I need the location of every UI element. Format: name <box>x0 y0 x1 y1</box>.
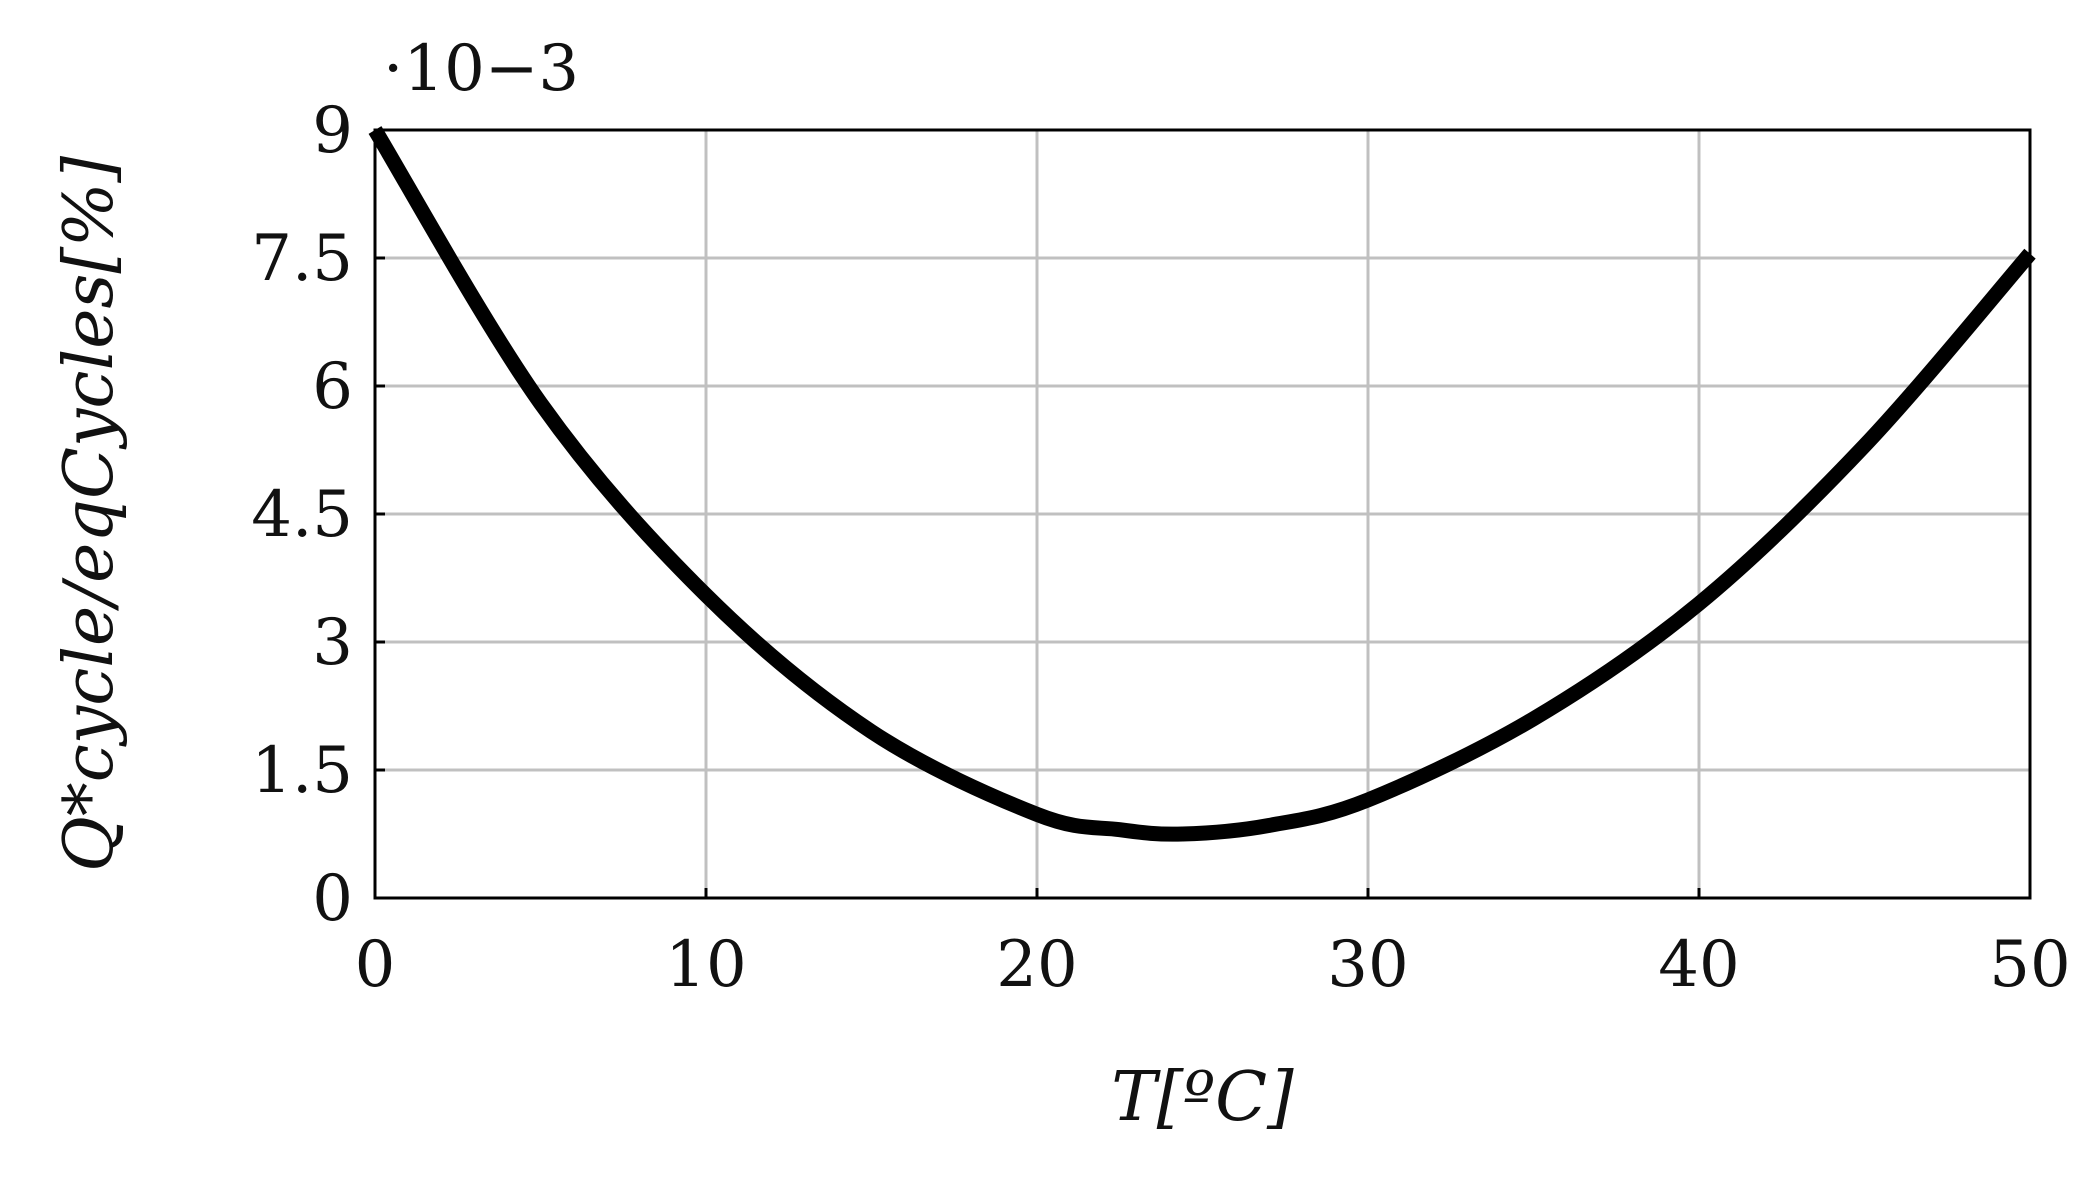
x-tick-label: 10 <box>665 928 746 1002</box>
y-tick-label: 9 <box>312 94 353 168</box>
x-axis-label: T[ºC] <box>1111 1058 1294 1137</box>
y-tick-label: 1.5 <box>251 734 353 808</box>
x-tick-label: 20 <box>996 928 1077 1002</box>
y-axis-ticks: 0 1.5 3 4.5 6 7.5 9 <box>251 94 385 936</box>
x-tick-label: 50 <box>1989 928 2070 1002</box>
x-tick-label: 30 <box>1327 928 1408 1002</box>
y-tick-label: 4.5 <box>251 478 353 552</box>
x-axis-ticks: 0 10 20 30 40 50 <box>355 888 2071 1002</box>
y-multiplier-label: ·10−3 <box>383 32 579 106</box>
y-axis-label: Q*cycle/eqCycles[%] <box>50 155 129 872</box>
x-tick-label: 40 <box>1658 928 1739 1002</box>
y-tick-label: 3 <box>312 606 353 680</box>
x-tick-label: 0 <box>355 928 396 1002</box>
y-tick-label: 6 <box>312 350 353 424</box>
data-series-line <box>368 126 2036 842</box>
y-tick-label: 0 <box>312 862 353 936</box>
y-tick-label: 7.5 <box>251 222 353 296</box>
